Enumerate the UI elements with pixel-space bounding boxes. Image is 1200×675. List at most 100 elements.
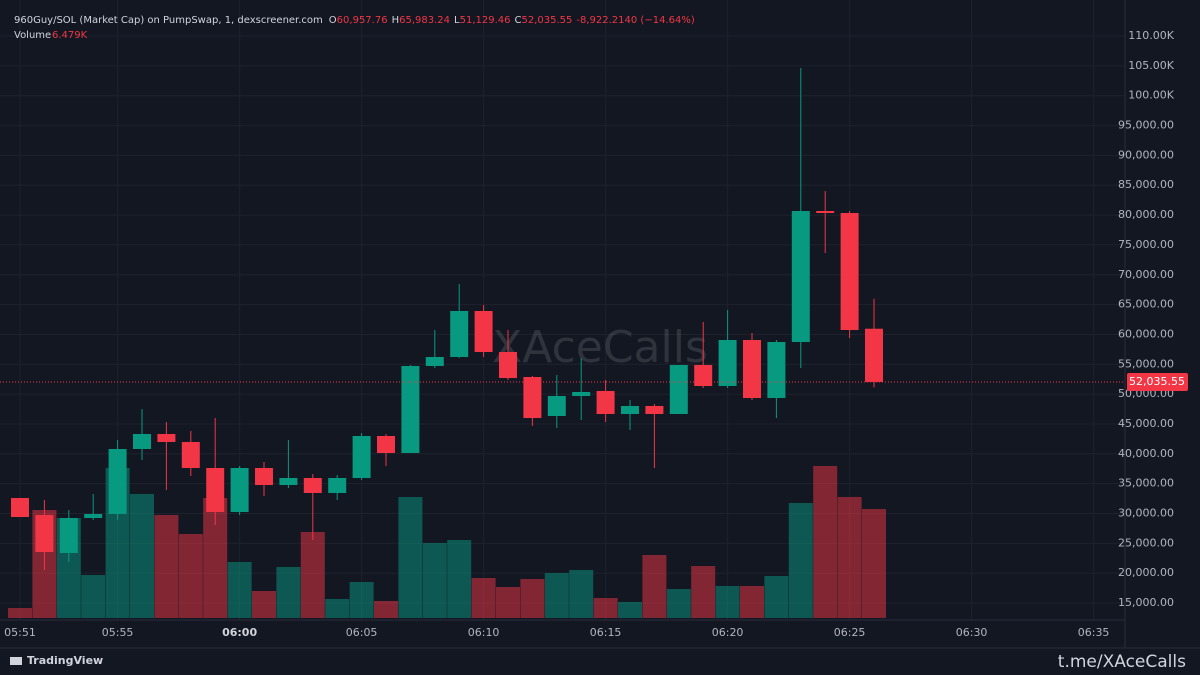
y-tick-label: 45,000.00 — [1118, 417, 1174, 430]
x-tick-label: 06:35 — [1078, 626, 1110, 639]
volume-bar — [715, 586, 740, 618]
y-tick-label: 40,000.00 — [1118, 447, 1174, 460]
volume-value: 6.479K — [52, 30, 88, 41]
candle-body — [255, 467, 273, 485]
volume-bar — [154, 515, 179, 618]
candle-body — [181, 441, 200, 468]
candle-body — [743, 340, 761, 398]
y-tick-label: 20,000.00 — [1118, 566, 1174, 579]
volume-bar — [593, 597, 618, 618]
y-tick-label: 55,000.00 — [1118, 357, 1174, 370]
chart-title: 960Guy/SOL (Market Cap) on PumpSwap, 1, … — [14, 15, 323, 26]
volume-bar — [788, 502, 813, 618]
candle-body — [328, 477, 347, 493]
candle-body — [669, 364, 688, 414]
volume-bar — [349, 581, 374, 618]
y-tick-label: 75,000.00 — [1118, 238, 1174, 251]
candle-body — [303, 477, 322, 493]
candle-body — [791, 211, 810, 342]
candle-body — [425, 356, 444, 366]
candle-body — [108, 448, 127, 514]
candle-body — [377, 435, 395, 453]
candle-body — [572, 391, 591, 396]
x-tick-label: 05:51 — [4, 626, 36, 639]
x-tick-label: 06:00 — [222, 626, 257, 639]
volume-bar — [666, 588, 691, 618]
ohlc-change: -8,922.2140 (−14.64%) — [576, 15, 694, 26]
candle-body — [11, 497, 29, 517]
volume-bar — [8, 608, 32, 618]
candle-body — [401, 365, 420, 453]
candle-body — [718, 340, 737, 386]
volume-bar — [740, 586, 764, 618]
last-price-label: 52,035.55 — [1129, 375, 1185, 388]
volume-bar — [544, 572, 569, 618]
volume-bar — [178, 534, 203, 618]
volume-bar — [227, 561, 252, 618]
x-tick-label: 06:15 — [590, 626, 622, 639]
volume-bar — [642, 554, 667, 618]
volume-bar — [422, 543, 447, 618]
y-tick-label: 25,000.00 — [1118, 536, 1174, 549]
volume-name: Volume — [14, 30, 51, 41]
y-tick-label: 100.00K — [1128, 89, 1174, 102]
x-tick-label: 06:20 — [712, 626, 744, 639]
candle-body — [499, 351, 517, 378]
y-tick-label: 95,000.00 — [1118, 119, 1174, 132]
header: 960Guy/SOL (Market Cap) on PumpSwap, 1, … — [14, 15, 695, 41]
volume-bar — [447, 540, 472, 618]
ohlc-key: L — [454, 15, 460, 26]
brand-name: TradingView — [27, 654, 103, 667]
volume-bar — [374, 601, 398, 618]
volume-bar — [691, 565, 716, 618]
candle-body — [35, 514, 54, 552]
y-tick-label: 85,000.00 — [1118, 178, 1174, 191]
volume-bar — [300, 531, 325, 618]
x-tick-label: 06:25 — [834, 626, 866, 639]
candle-body — [523, 376, 542, 418]
candle-body — [474, 310, 493, 352]
x-tick-label: 06:30 — [956, 626, 988, 639]
brand: TradingView — [10, 654, 103, 667]
candle-body — [865, 328, 883, 382]
candle-body — [694, 364, 713, 386]
volume-bar — [471, 577, 496, 618]
volume-bar — [618, 602, 642, 618]
volume-bar — [764, 575, 789, 618]
ohlc-value: 65,983.24 — [399, 15, 450, 26]
candle-body — [547, 395, 566, 416]
volume-bar — [813, 466, 838, 618]
volume-bar — [520, 579, 545, 618]
candle-body — [157, 433, 176, 442]
candle-body — [767, 341, 786, 398]
candle-body — [84, 513, 103, 518]
footer-link: t.me/XAceCalls — [1058, 652, 1186, 672]
candle-body — [59, 517, 78, 553]
y-tick-label: 65,000.00 — [1118, 298, 1174, 311]
candle-body — [621, 405, 639, 414]
volume-bar — [130, 493, 154, 618]
candle-body — [206, 467, 225, 512]
candle-body — [230, 467, 249, 512]
volume-bar — [496, 586, 520, 618]
x-tick-label: 06:10 — [468, 626, 500, 639]
candle-body — [596, 390, 615, 414]
y-tick-label: 35,000.00 — [1118, 477, 1174, 490]
candle-body — [352, 435, 371, 478]
volume-bar — [862, 509, 886, 618]
ohlc-value: 51,129.46 — [460, 15, 511, 26]
candle-body — [816, 211, 835, 214]
candle-body — [450, 310, 469, 357]
x-tick-label: 05:55 — [102, 626, 134, 639]
y-tick-label: 90,000.00 — [1118, 148, 1174, 161]
ohlc-key: O — [329, 15, 337, 26]
candle-body — [840, 213, 859, 330]
volume-bar — [569, 570, 594, 618]
y-tick-label: 80,000.00 — [1118, 208, 1174, 221]
volume-bar — [325, 599, 350, 618]
volume-bar — [398, 497, 423, 618]
last-price-tag — [1127, 372, 1188, 391]
volume-bar — [252, 590, 276, 618]
